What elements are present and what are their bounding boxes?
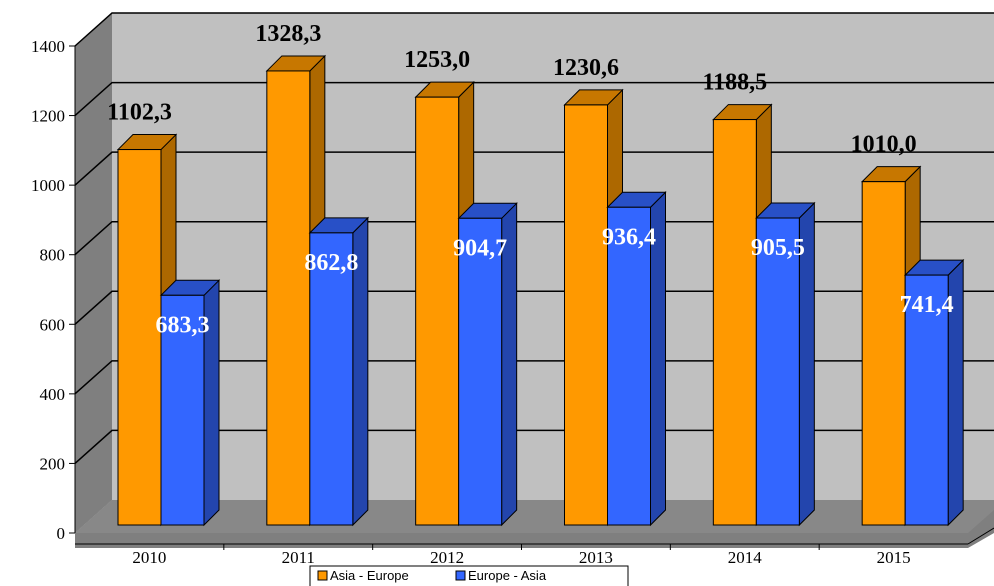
gridlines xyxy=(74,12,994,464)
bar xyxy=(904,274,949,526)
data-label: 862,8 xyxy=(304,250,358,276)
bar xyxy=(755,217,800,526)
bar xyxy=(564,104,608,526)
y-tick-label: 600 xyxy=(40,315,66,334)
bar xyxy=(861,181,906,526)
x-tick-label: 2011 xyxy=(282,548,315,567)
data-label: 683,3 xyxy=(156,312,210,338)
side-wall xyxy=(75,13,112,533)
x-tick-label: 2010 xyxy=(132,548,166,567)
x-tick-label: 2015 xyxy=(877,548,911,567)
data-label: 1253,0 xyxy=(404,47,470,73)
x-tick-label: 2012 xyxy=(430,548,464,567)
gridline xyxy=(74,290,994,325)
legend: Asia - Europe Europe - Asia xyxy=(309,565,629,586)
y-tick-label: 800 xyxy=(40,246,66,265)
y-axis-ticks: 0 200 400 600 800 1000 1200 1400 xyxy=(31,37,75,543)
data-label: 905,5 xyxy=(751,235,805,261)
data-label: 1328,3 xyxy=(255,21,321,47)
y-tick-label: 1400 xyxy=(31,37,65,56)
x-tick-label: 2013 xyxy=(579,548,613,567)
bar xyxy=(160,294,205,526)
data-labels: 1102,3 683,3 1328,3 862,8 1253,0 904,7 1230,6 9… xyxy=(107,21,954,338)
data-label: 1230,6 xyxy=(553,55,619,81)
data-label: 936,4 xyxy=(602,224,656,250)
data-label: 1188,5 xyxy=(702,70,767,96)
data-label: 1010,0 xyxy=(851,132,917,158)
bar xyxy=(117,149,162,526)
bar xyxy=(712,119,757,526)
back-wall xyxy=(112,13,994,500)
x-tick-label: 2014 xyxy=(728,548,763,567)
y-tick-label: 1200 xyxy=(31,107,65,126)
x-axis-ticks: 2010 2011 2012 2013 2014 2015 xyxy=(132,544,911,567)
gridline xyxy=(74,81,994,117)
legend-label: Europe - Asia xyxy=(468,568,547,583)
bar xyxy=(458,217,503,526)
bar xyxy=(415,96,460,526)
y-tick-label: 0 xyxy=(57,524,66,543)
bar xyxy=(309,232,354,526)
x-axis-depth xyxy=(967,527,994,545)
y-tick-label: 200 xyxy=(40,454,66,473)
legend-label: Asia - Europe xyxy=(330,568,409,583)
gridline xyxy=(74,220,994,256)
y-tick-label: 1000 xyxy=(31,176,65,195)
y-tick-label: 400 xyxy=(40,385,66,404)
legend-swatch xyxy=(317,570,328,581)
legend-swatch xyxy=(455,570,466,581)
bar xyxy=(607,206,651,526)
data-label: 904,7 xyxy=(453,235,507,261)
bar xyxy=(266,70,311,526)
gridline xyxy=(74,360,994,395)
gridline xyxy=(74,151,994,186)
bars xyxy=(116,54,965,527)
data-label: 741,4 xyxy=(900,292,954,318)
legend-box xyxy=(309,565,629,586)
gridline xyxy=(74,429,994,464)
data-label: 1102,3 xyxy=(107,100,172,126)
gridline xyxy=(74,12,994,47)
